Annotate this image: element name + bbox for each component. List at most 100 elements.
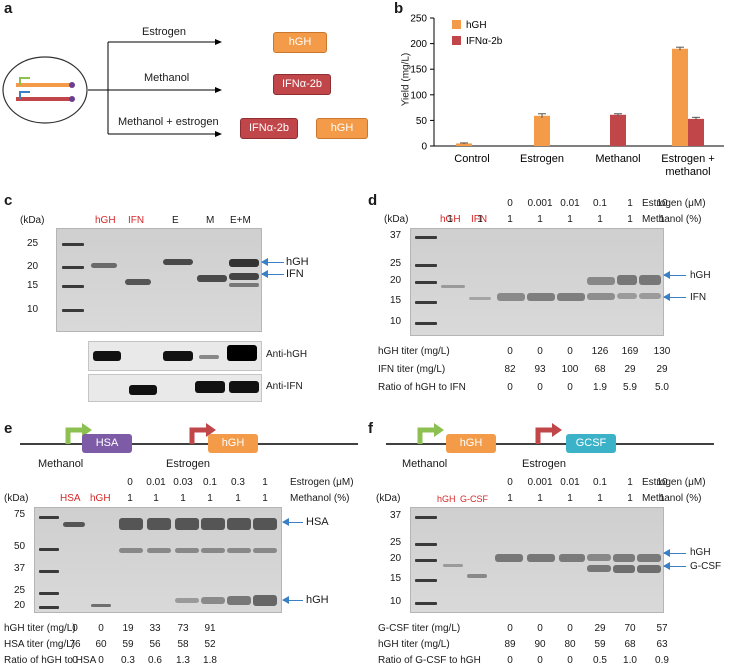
panel-f-methanol-4: 1 bbox=[627, 493, 633, 504]
panel-d-row2-label: Methanol (%) bbox=[642, 214, 702, 225]
panel-c-lane-hgh: hGH bbox=[95, 215, 116, 226]
panel-f-table-cell-1-2: 80 bbox=[564, 639, 576, 650]
panel-c-blot-hgh bbox=[88, 341, 262, 371]
panel-f-gene-hgh: hGH bbox=[446, 434, 496, 453]
panel-c-blot-label-hgh: Anti-hGH bbox=[266, 349, 308, 360]
panel-d-estrogen-0: 0 bbox=[507, 198, 513, 209]
panel-d-table-cell-0-0: 0 bbox=[507, 346, 513, 357]
panel-c-gel bbox=[56, 228, 262, 332]
panel-d-methanol-0: 1 bbox=[447, 214, 453, 225]
panel-d-std-hgh: hGH bbox=[440, 214, 461, 225]
panel-e-ladder-75: 75 bbox=[14, 509, 26, 520]
panel-e-table-cell-2-2: 0.3 bbox=[121, 655, 135, 666]
box-hgh-estrogen: hGH bbox=[273, 32, 327, 53]
legend-label-0: hGH bbox=[466, 20, 487, 31]
panel-e-table-row-label-0: hGH titer (mg/L) bbox=[4, 623, 76, 634]
panel-d-ladder-10: 10 bbox=[390, 316, 402, 327]
panel-f-table-cell-1-0: 89 bbox=[504, 639, 516, 650]
panel-d-table-row-label-0: hGH titer (mg/L) bbox=[378, 346, 450, 357]
panel-e-std-hsa: HSA bbox=[60, 493, 81, 504]
panel-f-table-cell-0-4: 70 bbox=[624, 623, 636, 634]
panel-f-table-cell-0-5: 57 bbox=[656, 623, 668, 634]
panel-e-row1-label: Estrogen (μM) bbox=[290, 477, 354, 488]
panel-f-table-cell-0-0: 0 bbox=[507, 623, 513, 634]
panel-f-side-hgh: hGH bbox=[690, 547, 711, 558]
panel-d-table-row-label-2: Ratio of hGH to IFN bbox=[378, 382, 466, 393]
panel-d-ladder-20: 20 bbox=[390, 275, 402, 286]
panel-d-ladder-37: 37 bbox=[390, 230, 402, 241]
panel-c-lane-ifn: IFN bbox=[128, 215, 145, 226]
panel-d-ladder-15: 15 bbox=[390, 295, 402, 306]
panel-f-table-cell-2-5: 0.9 bbox=[655, 655, 669, 666]
y-tick-label-3: 150 bbox=[410, 65, 427, 76]
panel-e-table-cell-0-5: 91 bbox=[204, 623, 216, 634]
bar-chart: 0 50 100 150 200 250 Control Estrogen Methanol Es… bbox=[410, 14, 724, 178]
panel-f-kda: (kDa) bbox=[376, 493, 401, 504]
panel-f-table-cell-2-0: 0 bbox=[507, 655, 513, 666]
panel-label-b: b bbox=[394, 0, 404, 17]
panel-e-promoter-methanol: Methanol bbox=[38, 458, 84, 470]
panel-e-std-hgh: hGH bbox=[90, 493, 111, 504]
bar-0-0 bbox=[456, 143, 472, 146]
panel-e-table-cell-1-1: 60 bbox=[95, 639, 107, 650]
panel-f-table-cell-1-4: 68 bbox=[624, 639, 636, 650]
panel-d-table-cell-1-0: 82 bbox=[504, 364, 516, 375]
panel-f-table-cell-2-4: 1.0 bbox=[623, 655, 637, 666]
y-tick-label-5: 250 bbox=[410, 14, 427, 25]
condition-estrogen: Estrogen bbox=[142, 26, 187, 38]
panel-c-lane-em: E+M bbox=[230, 215, 251, 226]
panel-e-methanol-1: 1 bbox=[153, 493, 159, 504]
panel-d-table-cell-2-4: 5.9 bbox=[623, 382, 637, 393]
panel-d-table-cell-1-3: 68 bbox=[594, 364, 606, 375]
panel-d-side-ifn: IFN bbox=[690, 292, 707, 303]
panel-e-methanol-4: 1 bbox=[235, 493, 241, 504]
x-tick-label-2: Methanol bbox=[595, 153, 640, 165]
panel-f-ladder-20: 20 bbox=[390, 553, 402, 564]
panel-f-estrogen-2: 0.01 bbox=[560, 477, 580, 488]
panel-d-methanol-7: 1 bbox=[659, 214, 665, 225]
panel-e-methanol-0: 1 bbox=[127, 493, 133, 504]
bar-1-3 bbox=[688, 118, 704, 146]
panel-c-ladder-15: 15 bbox=[27, 280, 39, 291]
panel-e-gel bbox=[34, 507, 282, 613]
panel-c-lane-e: E bbox=[172, 215, 179, 226]
legend-swatch-0 bbox=[452, 20, 461, 29]
panel-c-ladder-20: 20 bbox=[27, 261, 39, 272]
panel-d-estrogen-1: 0.001 bbox=[527, 198, 553, 209]
panel-f-methanol-2: 1 bbox=[567, 493, 573, 504]
panel-d-methanol-3: 1 bbox=[537, 214, 543, 225]
panel-f-promoter-methanol: Methanol bbox=[402, 458, 448, 470]
panel-e-methanol-2: 1 bbox=[180, 493, 186, 504]
panel-f-side-gcsf: G-CSF bbox=[690, 561, 722, 572]
panel-d-table-cell-2-3: 1.9 bbox=[593, 382, 607, 393]
panel-d-gel bbox=[410, 228, 664, 336]
panel-e-table-cell-0-2: 19 bbox=[122, 623, 134, 634]
panel-e-ladder-20: 20 bbox=[14, 600, 26, 611]
panel-e-estrogen-4: 0.3 bbox=[231, 477, 245, 488]
panel-label-f: f bbox=[368, 420, 373, 437]
panel-f-row2-label: Methanol (%) bbox=[642, 493, 702, 504]
panel-f-table-row-label-0: G-CSF titer (mg/L) bbox=[378, 623, 461, 634]
panel-label-d: d bbox=[368, 192, 378, 209]
panel-e-ladder-25: 25 bbox=[14, 585, 26, 596]
panel-d-methanol-1: 1 bbox=[477, 214, 483, 225]
panel-e-side-hsa: HSA bbox=[306, 516, 329, 528]
panel-f-gel bbox=[410, 507, 664, 613]
panel-f-table-cell-0-2: 0 bbox=[567, 623, 573, 634]
panel-f-methanol-1: 1 bbox=[537, 493, 543, 504]
panel-d-table-cell-0-2: 0 bbox=[567, 346, 573, 357]
panel-f-table-cell-1-3: 59 bbox=[594, 639, 606, 650]
y-tick-label-1: 50 bbox=[416, 116, 428, 127]
panel-e-table-row-label-2: Ratio of hGH to HSA bbox=[4, 655, 97, 666]
panel-d-table-cell-0-5: 130 bbox=[653, 346, 671, 357]
panel-c-blot-ifn bbox=[88, 374, 262, 402]
bar-1-2 bbox=[610, 114, 626, 146]
panel-c-blot-label-ifn: Anti-IFN bbox=[266, 381, 303, 392]
panel-d-methanol-5: 1 bbox=[597, 214, 603, 225]
panel-e-estrogen-2: 0.03 bbox=[173, 477, 193, 488]
panel-f-estrogen-1: 0.001 bbox=[527, 477, 553, 488]
panel-e-table-cell-0-1: 0 bbox=[98, 623, 104, 634]
panel-f-estrogen-4: 1 bbox=[627, 477, 633, 488]
panel-e-promoter-estrogen: Estrogen bbox=[166, 458, 211, 470]
panel-f-methanol-3: 1 bbox=[597, 493, 603, 504]
